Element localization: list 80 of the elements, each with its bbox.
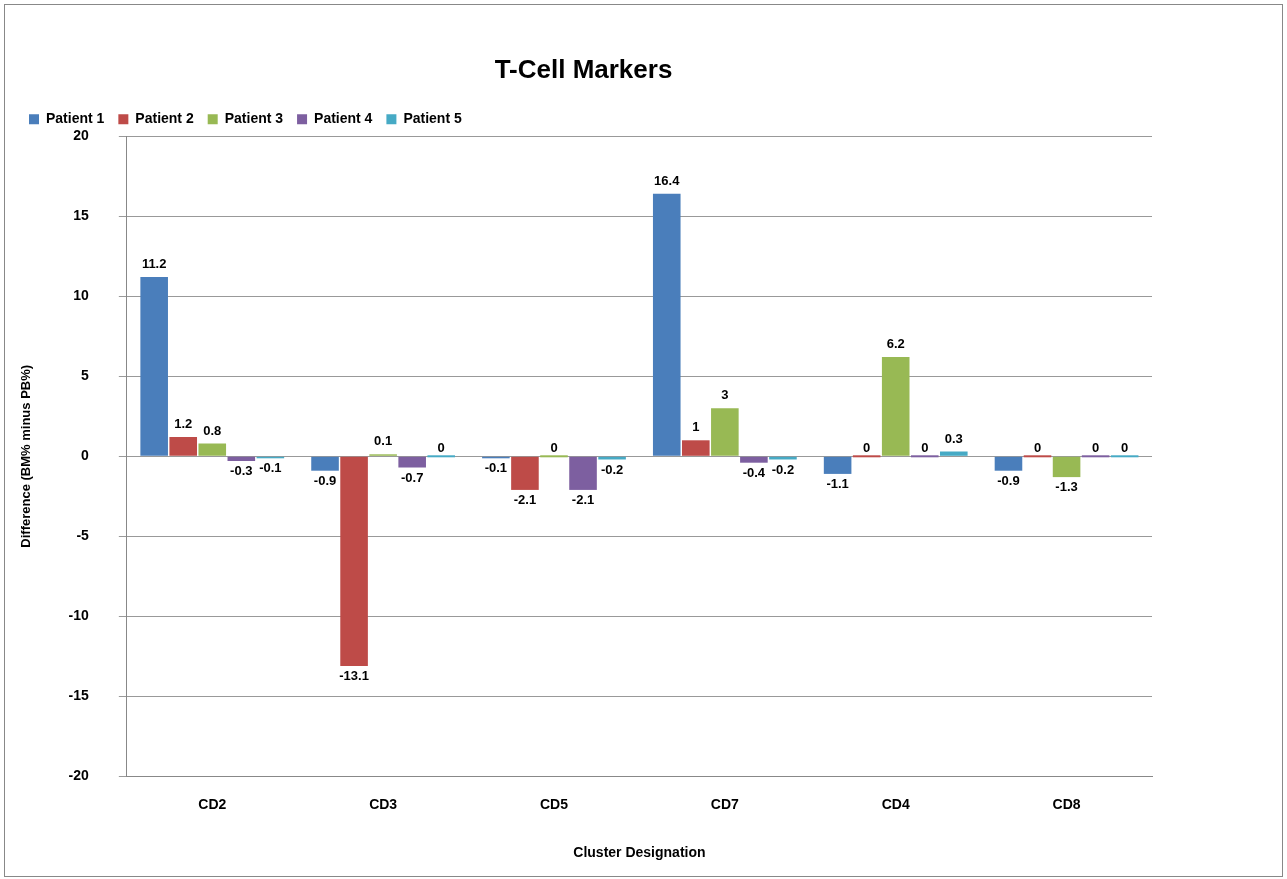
data-label: 0 [1121, 440, 1129, 456]
data-label: 0 [863, 440, 871, 456]
data-label: -0.7 [400, 469, 424, 485]
x-tick-label: CD2 [198, 795, 227, 812]
bar [910, 455, 939, 458]
y-tick-label: 10 [73, 287, 90, 304]
data-label: -0.2 [600, 461, 624, 477]
bar [1023, 455, 1052, 458]
bar [540, 455, 568, 458]
y-tick-label: -10 [68, 607, 90, 624]
y-tick-label: -5 [76, 527, 90, 544]
data-label: 0.3 [944, 430, 963, 446]
data-label: 0 [1033, 440, 1042, 456]
bar [823, 456, 852, 474]
bar [227, 456, 256, 462]
data-label: 0.1 [374, 433, 393, 449]
data-label: 16.4 [654, 172, 681, 188]
y-tick-label: -20 [68, 767, 90, 784]
x-axis-title: Cluster Designation [573, 844, 706, 861]
data-label: 11.2 [141, 256, 167, 272]
chart-title: T-Cell Markers [494, 53, 673, 84]
data-label: -2.1 [571, 491, 595, 507]
data-label: 3 [721, 387, 729, 403]
data-label: -0.1 [484, 460, 508, 476]
bar [511, 456, 539, 490]
data-label: 0 [921, 440, 929, 456]
data-label: -2.1 [513, 491, 537, 507]
bar [340, 456, 368, 666]
data-label: -0.2 [771, 461, 795, 477]
bar [881, 357, 910, 456]
bar [140, 277, 168, 456]
y-tick-label: 0 [81, 447, 90, 464]
data-label: -0.9 [313, 472, 337, 488]
data-label: -1.1 [826, 475, 849, 491]
bar [569, 456, 597, 490]
x-tick-label: CD7 [710, 795, 740, 812]
data-label: 0.8 [203, 422, 222, 438]
y-tick-label: 15 [73, 207, 90, 224]
y-tick-label: 20 [73, 127, 90, 144]
data-label: 6.2 [886, 336, 905, 352]
bar [427, 455, 456, 458]
legend-label: Patient 4 [314, 110, 373, 127]
data-label: -0.4 [742, 464, 766, 480]
bar [169, 437, 198, 456]
legend-label: Patient 3 [224, 110, 284, 127]
data-label: -0.3 [230, 463, 253, 479]
x-tick-label: CD4 [881, 795, 910, 812]
bar [652, 193, 681, 456]
y-tick-label: 5 [81, 367, 90, 384]
data-label: -1.3 [1055, 479, 1078, 495]
data-label: 0 [437, 440, 445, 456]
bar [398, 456, 426, 468]
bar [682, 440, 710, 456]
x-tick-label: CD8 [1052, 795, 1081, 812]
legend-label: Patient 5 [403, 110, 462, 127]
data-label: 1.2 [174, 416, 193, 432]
x-tick-label: CD3 [369, 795, 398, 812]
bar [994, 456, 1023, 471]
bar [940, 451, 968, 456]
bar [311, 456, 339, 471]
data-label: 0 [550, 440, 558, 456]
y-tick-label: -15 [68, 687, 90, 704]
bar [711, 408, 739, 456]
data-label: -13.1 [339, 668, 369, 684]
bar [740, 456, 768, 463]
data-label: -0.9 [997, 472, 1020, 488]
y-axis-title: Difference (BM% minus PB%) [18, 364, 34, 548]
bar [1081, 455, 1110, 458]
bar [852, 455, 881, 458]
bar [198, 443, 227, 456]
bar [1052, 456, 1081, 478]
legend-label: Patient 1 [46, 110, 105, 127]
data-label: 0 [1092, 440, 1100, 456]
data-label: 1 [692, 419, 700, 435]
data-label: -0.1 [259, 460, 282, 476]
bar [598, 456, 626, 460]
x-tick-label: CD5 [539, 795, 569, 812]
bar [769, 456, 797, 460]
legend-label: Patient 2 [135, 110, 194, 127]
bar [1110, 455, 1139, 458]
